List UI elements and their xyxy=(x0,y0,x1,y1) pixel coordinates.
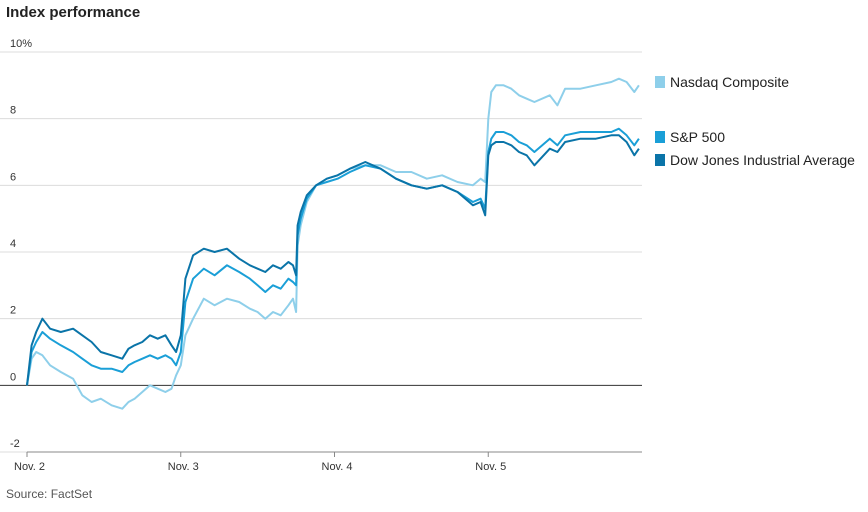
legend-swatch xyxy=(655,131,665,143)
chart-source: Source: FactSet xyxy=(6,487,93,501)
series-line-1 xyxy=(26,127,640,386)
x-tick-label: Nov. 5 xyxy=(475,461,506,473)
grid-layer xyxy=(0,51,642,453)
legend-label: Dow Jones Industrial Average xyxy=(670,152,855,168)
y-tick-label: 4 xyxy=(10,238,16,250)
series-line-2 xyxy=(26,134,640,386)
y-tick-label: 2 xyxy=(10,305,16,317)
y-tick-label: 6 xyxy=(10,171,16,183)
y-tick-label: 8 xyxy=(10,105,16,117)
chart-title: Index performance xyxy=(6,4,141,21)
x-tick-label: Nov. 4 xyxy=(322,461,353,473)
series-layer xyxy=(26,77,640,410)
legend-swatch xyxy=(655,154,665,166)
legend-label: S&P 500 xyxy=(670,129,725,145)
legend-label: Nasdaq Composite xyxy=(670,74,789,90)
y-tick-label: 10% xyxy=(10,38,32,50)
x-tick-label: Nov. 3 xyxy=(168,461,199,473)
legend-swatch xyxy=(655,76,665,88)
y-tick-label: 0 xyxy=(10,371,16,383)
y-tick-label: -2 xyxy=(10,438,20,450)
series-line-0 xyxy=(26,77,640,410)
axis-layer: -2 0 2 4 6 8 10% Nov. 2 Nov. 3 Nov. 4 Nov. 5 xyxy=(10,38,642,473)
legend: Nasdaq Composite S&P 500 Dow Jones Industr… xyxy=(655,74,855,168)
x-tick-label: Nov. 2 xyxy=(14,461,45,473)
